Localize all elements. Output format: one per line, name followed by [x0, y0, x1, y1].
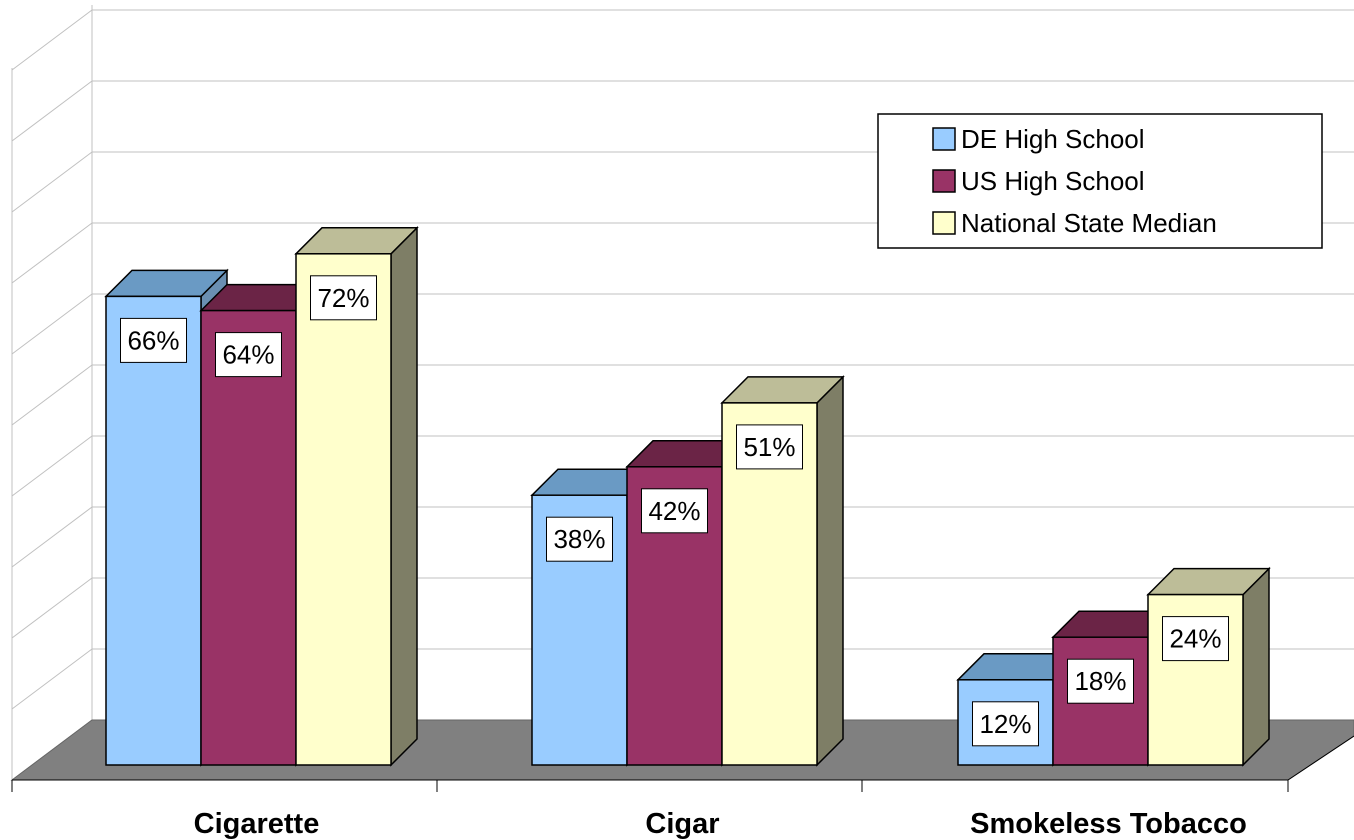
bar-side [390, 225, 418, 767]
data-label-box [972, 701, 1039, 747]
gridline-side [11, 506, 93, 568]
data-label-box [1067, 658, 1134, 704]
category-label: Smokeless Tobacco [970, 808, 1247, 840]
legend-label: DE High School [961, 124, 1145, 154]
data-label: 38% [553, 524, 605, 554]
gridline-side [11, 293, 93, 355]
bar-front [105, 295, 202, 766]
data-label-box [546, 516, 613, 562]
data-label-box [736, 424, 803, 470]
bar: 42% [625, 438, 750, 767]
category-label: Cigar [645, 808, 719, 840]
legend-swatch [932, 211, 956, 235]
bar-front [200, 309, 297, 766]
data-label: 24% [1169, 624, 1221, 654]
legend-swatch [932, 169, 956, 193]
bar: 72% [294, 225, 419, 767]
bar: 24% [1146, 566, 1271, 767]
gridline-side [11, 364, 93, 426]
data-label-box [215, 332, 282, 378]
data-label: 42% [648, 496, 700, 526]
data-label: 12% [979, 709, 1031, 739]
data-label-box [310, 275, 377, 321]
gridline-side [11, 80, 93, 142]
data-label: 64% [222, 340, 274, 370]
legend-entry: US High School [932, 166, 1145, 196]
category-label: Cigarette [194, 808, 320, 840]
bar-front [295, 253, 392, 766]
data-label-box [641, 488, 708, 534]
data-label: 18% [1074, 666, 1126, 696]
gridline-side [11, 648, 93, 710]
data-label: 51% [743, 432, 795, 462]
legend-label: US High School [961, 166, 1145, 196]
data-label-box [1162, 616, 1229, 662]
x-axis-depth-line [1287, 735, 1354, 781]
legend-swatch [932, 127, 956, 151]
data-label: 66% [127, 325, 179, 355]
legend: DE High School US High School National Sta… [877, 113, 1323, 249]
bar-side [816, 375, 844, 767]
x-axis: Cigarette Cigar Smokeless Tobacco [11, 735, 1354, 840]
bar: 51% [720, 375, 845, 767]
bar-side [1242, 566, 1270, 767]
gridline-side [11, 577, 93, 639]
gridline-side [11, 222, 93, 284]
data-label-box [120, 317, 187, 363]
legend-entry: DE High School [932, 124, 1145, 154]
gridline-side [11, 9, 93, 71]
legend-entry: National State Median [932, 208, 1217, 238]
legend-label: National State Median [961, 208, 1217, 238]
bars: 66% 64% 72% 38% 42% 51% 12% 18% 24% [104, 225, 1271, 767]
gridline-side [11, 151, 93, 213]
data-label: 72% [317, 283, 369, 313]
gridline-side [11, 435, 93, 497]
